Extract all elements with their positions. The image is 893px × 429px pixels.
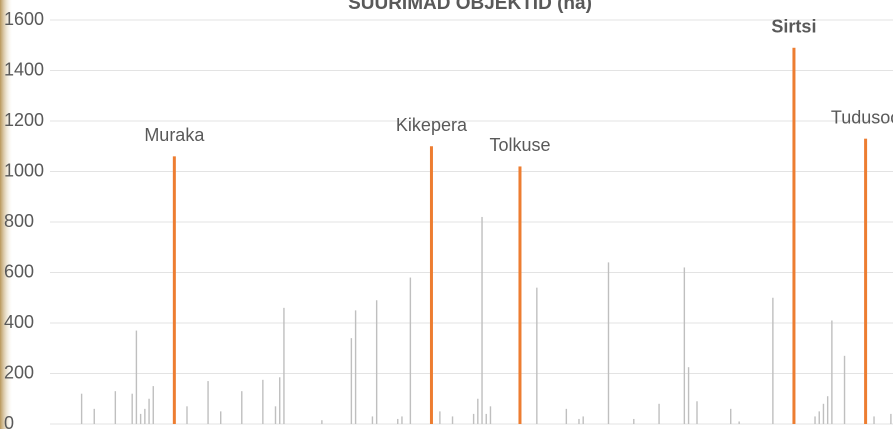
y-tick-label: 1000 — [4, 160, 44, 180]
bar — [93, 408, 95, 424]
bar-label: Muraka — [144, 125, 205, 145]
bar — [489, 406, 492, 424]
bar — [321, 420, 323, 424]
bar — [578, 418, 580, 424]
bar — [683, 267, 686, 424]
bar — [633, 418, 635, 424]
bar — [409, 277, 412, 424]
bar-label: Tolkuse — [489, 135, 550, 155]
y-tick-label: 1200 — [4, 110, 44, 130]
bar — [565, 408, 568, 424]
bar — [772, 297, 774, 424]
bar — [283, 307, 285, 424]
bar-label: Kikepera — [396, 115, 468, 135]
bar — [477, 398, 479, 424]
bar — [354, 310, 357, 424]
bar — [207, 381, 209, 424]
bar — [814, 416, 816, 424]
bar — [890, 413, 892, 424]
bar — [274, 406, 277, 424]
bar — [826, 396, 829, 424]
bar — [582, 416, 584, 424]
bar — [792, 47, 796, 425]
bar — [172, 156, 176, 424]
bar — [148, 398, 150, 424]
bar — [397, 418, 399, 424]
bar — [687, 367, 690, 424]
bar — [818, 411, 820, 424]
bar — [186, 406, 188, 424]
bar — [220, 411, 222, 424]
bar — [481, 216, 483, 424]
bar — [241, 391, 243, 424]
bar — [135, 330, 138, 424]
bar — [518, 166, 522, 424]
y-tick-label: 600 — [4, 261, 34, 281]
bar — [279, 377, 281, 424]
bar — [262, 379, 264, 424]
bar — [152, 386, 154, 424]
bar — [114, 391, 117, 424]
bar-label: Tudusoo — [831, 107, 893, 127]
bar — [451, 416, 454, 424]
bar — [607, 262, 610, 424]
bar — [371, 416, 374, 424]
y-tick-label: 400 — [4, 312, 34, 332]
bar — [429, 146, 433, 424]
bar — [536, 287, 538, 424]
bar-label: Sirtsi — [771, 17, 816, 37]
chart-title: SUURIMAD OBJEKTID (ha) — [348, 0, 592, 14]
bar — [658, 403, 660, 424]
bar — [822, 403, 825, 424]
bar — [80, 393, 83, 424]
bar — [873, 416, 875, 424]
bar — [472, 413, 475, 424]
y-tick-label: 1600 — [4, 9, 44, 29]
bar — [350, 338, 353, 424]
y-tick-label: 800 — [4, 211, 34, 231]
y-tick-label: 0 — [4, 413, 14, 429]
bar — [696, 401, 698, 424]
y-tick-label: 200 — [4, 362, 34, 382]
edge-decoration — [0, 0, 12, 429]
bar — [144, 408, 146, 424]
bar — [439, 411, 441, 424]
bar — [131, 393, 133, 424]
bar — [401, 416, 403, 424]
bar — [375, 300, 378, 424]
y-tick-label: 1400 — [4, 59, 44, 79]
bar — [831, 320, 833, 424]
bar — [864, 138, 868, 425]
bar — [730, 408, 732, 424]
bar — [485, 413, 487, 424]
bar — [843, 355, 846, 424]
bar — [738, 421, 740, 424]
bar — [139, 413, 142, 424]
